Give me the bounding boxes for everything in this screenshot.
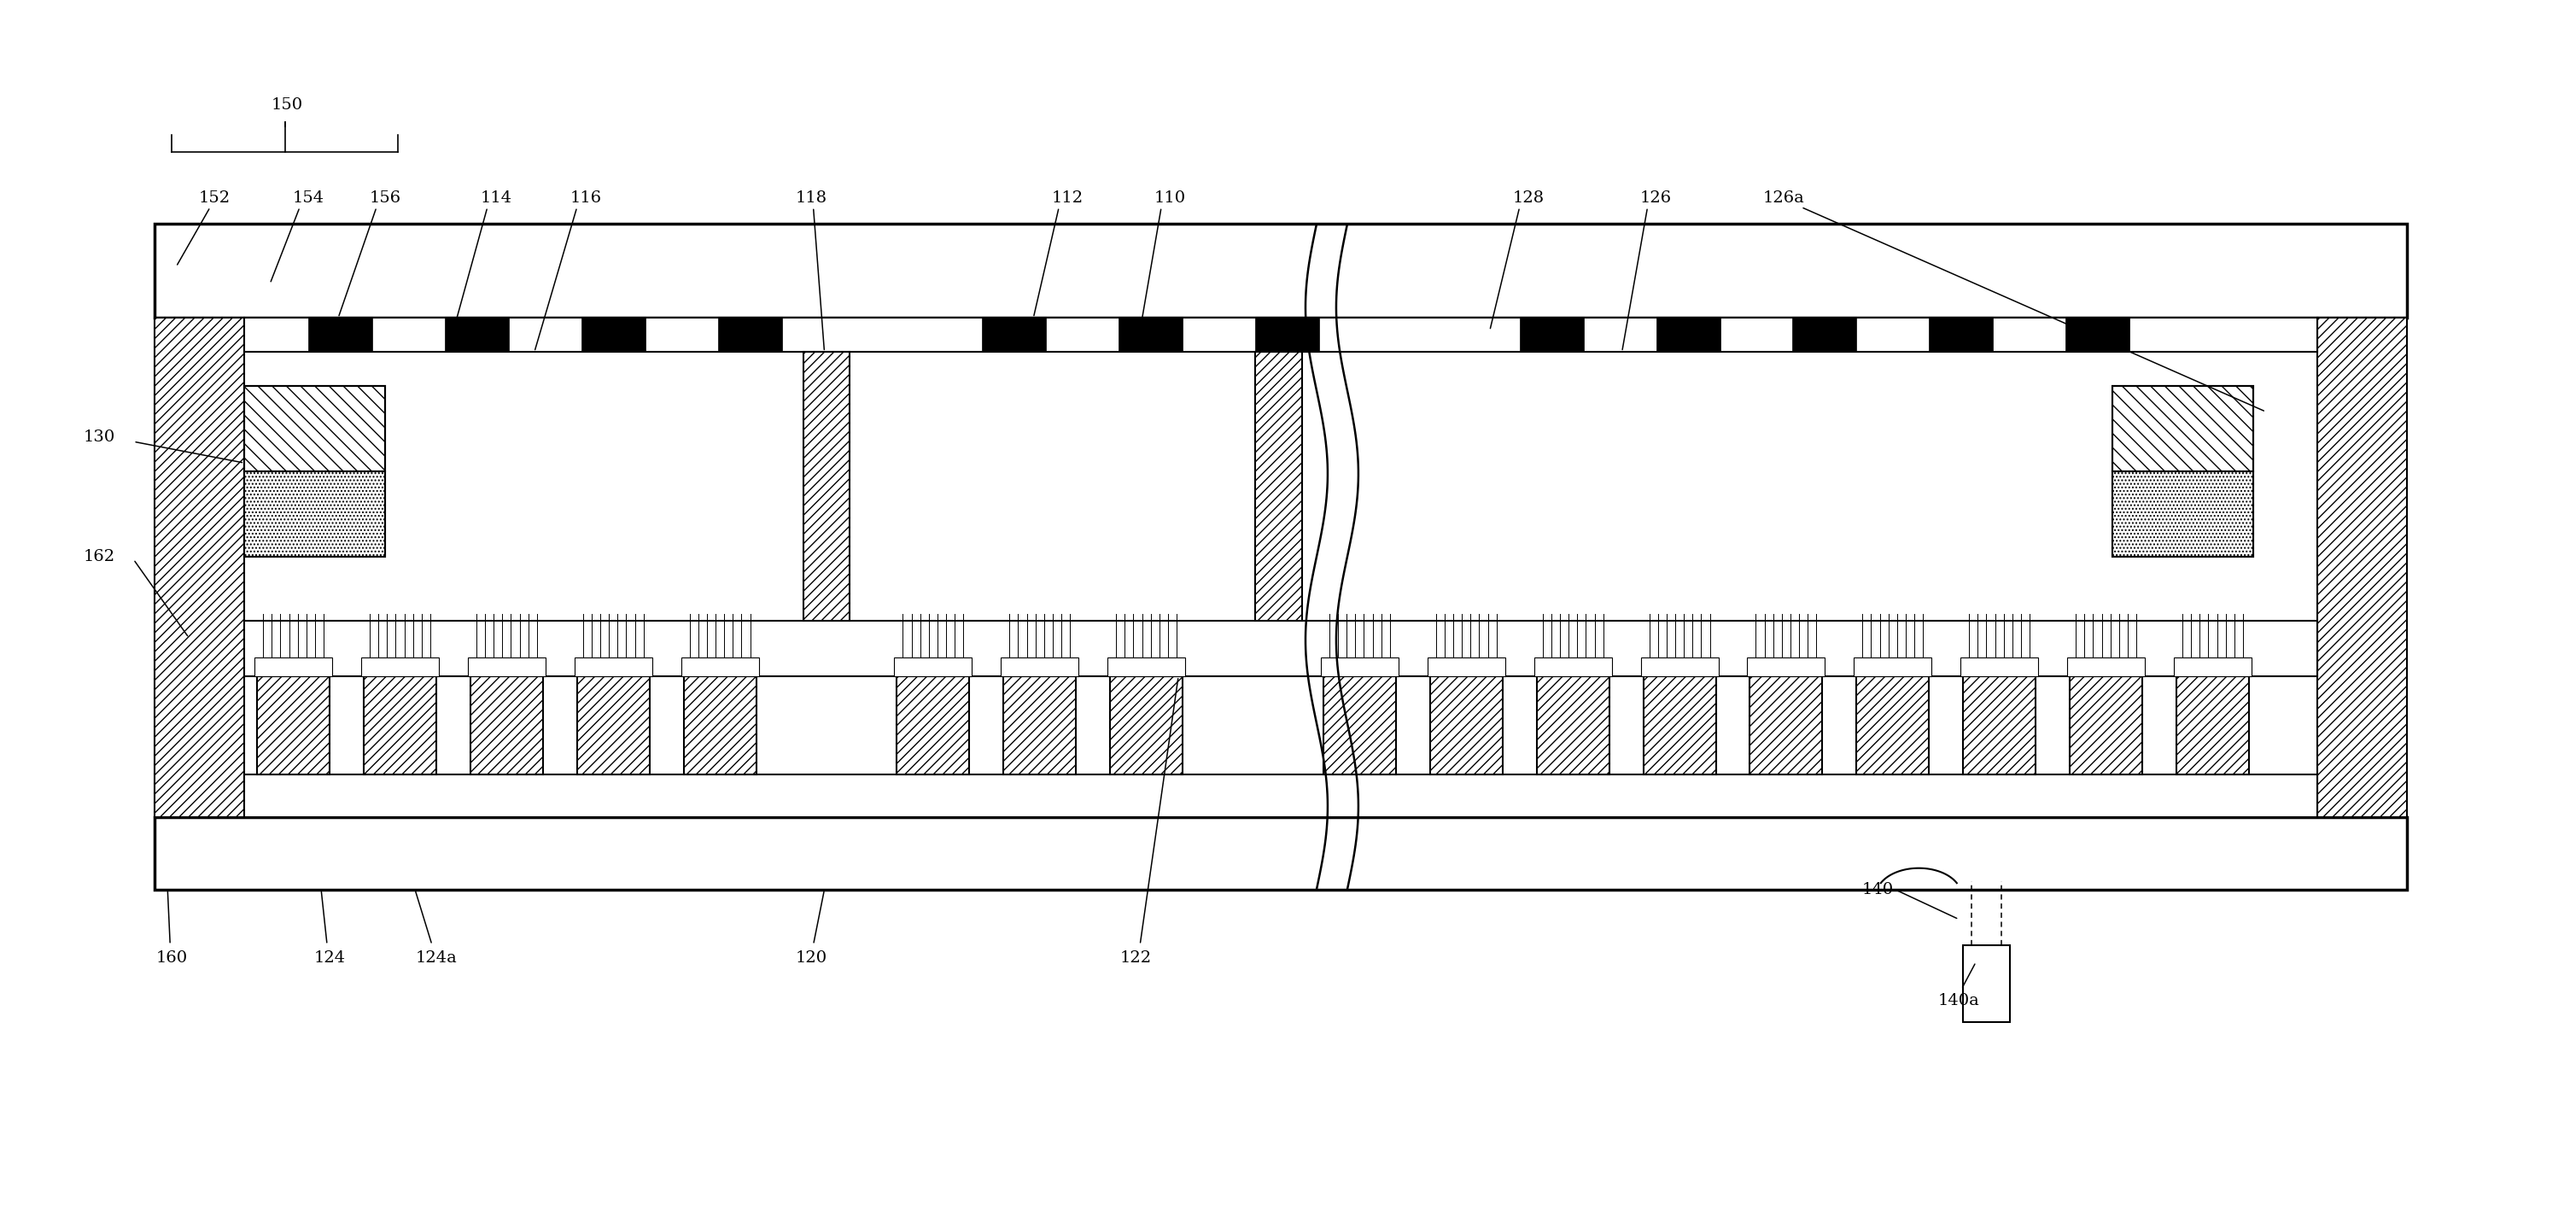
Bar [245,387,384,557]
Bar [155,318,245,817]
Bar [2174,658,2251,676]
Text: 118: 118 [796,191,827,206]
Text: 140: 140 [1862,882,1893,897]
Bar [1793,318,1857,352]
Text: 126: 126 [1641,191,1672,206]
Bar [2177,676,2249,774]
Bar [582,318,644,352]
Text: 156: 156 [368,191,402,206]
Bar [245,774,2318,817]
Bar [446,318,510,352]
Bar [2069,676,2143,774]
Bar [1005,676,1077,774]
Bar [155,817,2406,890]
Bar [577,676,649,774]
Bar [2112,387,2254,471]
Bar [2112,471,2254,557]
Bar [1857,676,1929,774]
Bar [1324,676,1396,774]
Bar [2066,318,2130,352]
Text: 124: 124 [314,950,345,966]
Bar [1108,658,1185,676]
Bar [1963,676,2035,774]
Bar [1747,658,1824,676]
Bar [1643,676,1716,774]
Bar [309,318,374,352]
Bar [680,658,760,676]
Bar [361,658,438,676]
Text: 152: 152 [198,191,229,206]
Bar [2318,318,2406,817]
Text: 120: 120 [796,950,827,966]
Text: 124a: 124a [415,950,456,966]
Bar [363,676,435,774]
Bar [1963,945,2009,1022]
Bar [1430,676,1502,774]
Bar [1520,318,1584,352]
Bar [155,225,2406,318]
Bar [469,658,546,676]
Bar [2112,387,2254,557]
Text: 126a: 126a [1762,191,1806,206]
Bar [255,658,332,676]
Bar [258,676,330,774]
Bar [1960,658,2038,676]
Text: 122: 122 [1121,950,1151,966]
Bar [1535,658,1613,676]
Bar [1321,658,1399,676]
Bar [574,658,652,676]
Bar [1255,318,1319,352]
Bar [471,676,544,774]
Text: 112: 112 [1051,191,1084,206]
Bar [894,658,971,676]
Bar [1641,658,1718,676]
Bar [1110,676,1182,774]
Bar [1538,676,1610,774]
Bar [245,471,384,557]
Text: 114: 114 [479,191,513,206]
Bar [1855,658,1932,676]
Text: 150: 150 [270,97,304,113]
Text: 160: 160 [157,950,188,966]
Bar [1656,318,1721,352]
Text: 140a: 140a [1937,993,1981,1009]
Text: 130: 130 [82,429,116,445]
Text: 110: 110 [1154,191,1185,206]
Bar [1929,318,1994,352]
Bar [1255,352,1301,621]
Bar [1427,658,1504,676]
Bar [245,621,2318,676]
Bar [804,352,850,621]
Text: 128: 128 [1512,191,1543,206]
Bar [719,318,781,352]
Bar [1749,676,1821,774]
Text: 116: 116 [569,191,600,206]
Bar [245,387,384,471]
Bar [1118,318,1182,352]
Bar [981,318,1046,352]
Bar [1002,658,1079,676]
Bar [245,318,2318,352]
Bar [2066,658,2146,676]
Text: 162: 162 [82,550,116,564]
Text: 154: 154 [294,191,325,206]
Bar [896,676,969,774]
Bar [683,676,757,774]
